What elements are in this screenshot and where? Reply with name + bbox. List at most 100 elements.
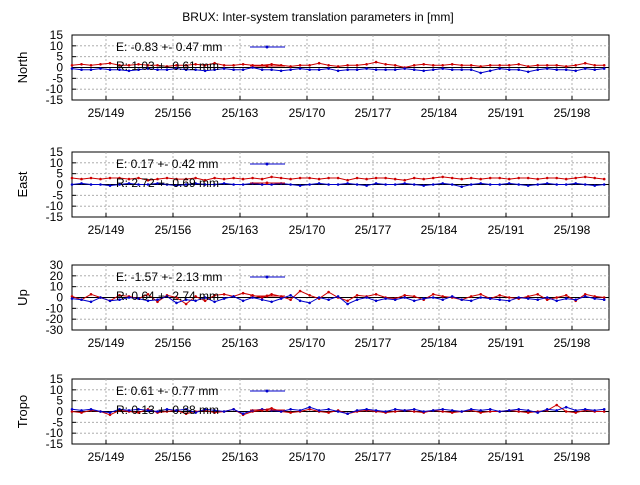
data-point [365, 67, 368, 70]
data-point [498, 410, 502, 413]
data-point [403, 296, 407, 299]
y-tick-label: -10 [46, 82, 64, 96]
data-point [469, 408, 473, 411]
data-point [526, 70, 530, 74]
data-point [146, 67, 150, 70]
data-point [564, 405, 568, 409]
data-point [441, 295, 445, 298]
data-point [479, 65, 483, 68]
data-point [194, 182, 197, 185]
data-point [583, 293, 587, 296]
data-point [137, 297, 140, 300]
data-point [184, 298, 188, 302]
panel-east: 25/149 25/156 25/163 25/170 25/177 25/184 25/1… [15, 145, 610, 237]
data-point [574, 64, 577, 67]
data-point [593, 68, 596, 71]
data-point [545, 176, 549, 180]
x-tick-label: 25/191 [488, 223, 525, 237]
data-point [355, 176, 359, 180]
legend-entry: E: -1.57 +- 2.13 mm [116, 270, 222, 284]
data-point [89, 176, 93, 180]
data-point [355, 294, 359, 297]
data-point [393, 183, 397, 186]
data-point [260, 68, 264, 71]
x-tick-label: 25/198 [554, 450, 591, 464]
data-point [384, 410, 387, 413]
x-tick-label: 25/163 [222, 336, 259, 350]
data-point [545, 298, 549, 302]
data-point [99, 183, 102, 186]
data-point [99, 177, 102, 181]
data-point [393, 410, 397, 413]
data-point [574, 298, 577, 302]
data-point [498, 183, 502, 186]
y-axis-label: North [15, 52, 30, 84]
data-point [469, 295, 473, 298]
data-point [165, 183, 169, 186]
y-axis-label: Up [15, 289, 30, 306]
x-tick-label: 25/156 [155, 223, 192, 237]
data-point [146, 293, 150, 296]
x-tick-label: 25/163 [222, 223, 259, 237]
legend-marker [265, 45, 269, 49]
y-tick-label: 0 [56, 178, 63, 192]
data-point [555, 183, 558, 186]
data-point [222, 177, 226, 181]
data-point [184, 177, 188, 181]
data-point [156, 410, 159, 413]
data-point [127, 182, 131, 185]
panel-up: 25/149 25/156 25/163 25/170 25/177 25/184 25/1… [15, 258, 610, 350]
data-point [317, 68, 321, 71]
data-point [488, 408, 492, 411]
data-point [450, 295, 454, 298]
data-point [336, 69, 340, 73]
data-point [431, 183, 435, 186]
data-point [127, 177, 131, 181]
data-point [89, 183, 93, 186]
y-tick-label: 0 [56, 291, 63, 305]
data-point [156, 64, 159, 67]
x-tick-label: 25/156 [155, 106, 192, 120]
data-point [602, 408, 606, 411]
data-point [460, 410, 464, 413]
data-point [308, 64, 311, 67]
data-point [355, 64, 359, 67]
data-point [108, 299, 112, 303]
data-point [536, 411, 539, 414]
data-point [602, 410, 606, 413]
data-point [260, 183, 264, 186]
x-tick-label: 25/177 [355, 336, 392, 350]
x-tick-label: 25/184 [421, 450, 458, 464]
data-point [469, 183, 473, 186]
data-point [165, 410, 169, 413]
data-point [517, 68, 520, 71]
data-point [469, 176, 473, 180]
data-point [469, 68, 473, 71]
data-point [593, 184, 596, 187]
data-point [232, 68, 235, 71]
data-point [602, 296, 606, 299]
data-point [431, 296, 435, 299]
data-point [479, 182, 483, 185]
x-tick-label: 25/163 [222, 450, 259, 464]
data-point [336, 183, 340, 186]
data-point [213, 176, 216, 180]
data-point [336, 295, 340, 298]
data-point [602, 67, 606, 70]
data-point [393, 298, 397, 302]
y-tick-label: 10 [50, 383, 64, 397]
data-point [507, 182, 511, 185]
data-point [517, 63, 520, 66]
data-point [460, 68, 464, 71]
data-point [450, 411, 454, 414]
data-point [507, 409, 511, 412]
data-point [175, 177, 178, 181]
data-point [127, 64, 131, 67]
data-point [488, 183, 492, 186]
data-point [289, 68, 292, 71]
data-point [289, 294, 292, 297]
data-point [308, 408, 311, 411]
data-point [327, 183, 330, 186]
x-tick-label: 25/198 [554, 223, 591, 237]
data-point [175, 184, 178, 187]
